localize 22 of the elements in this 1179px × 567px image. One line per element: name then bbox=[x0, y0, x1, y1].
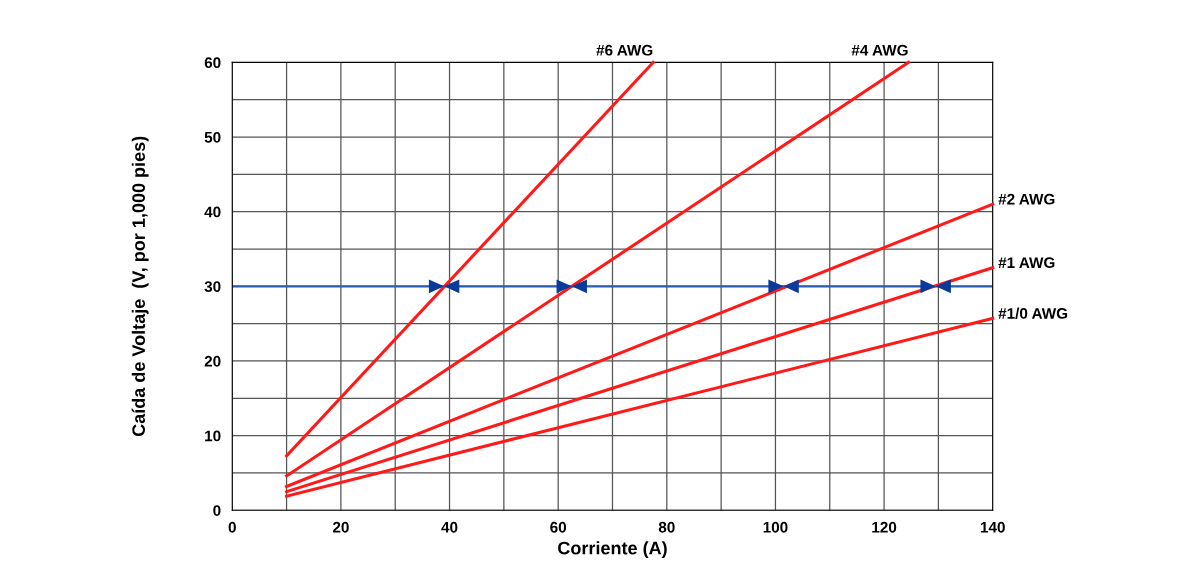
y-tick-label: 0 bbox=[213, 505, 221, 516]
x-tick-label: 120 bbox=[872, 521, 897, 533]
series-label: #1/0 AWG bbox=[998, 307, 1068, 319]
x-tick-label: 100 bbox=[763, 521, 788, 533]
series-label: #6 AWG bbox=[596, 44, 653, 56]
y-tick-label: 30 bbox=[204, 281, 221, 293]
x-axis-title: Corriente (A) bbox=[558, 541, 667, 559]
x-tick-label: 60 bbox=[550, 521, 567, 533]
series-label: #1 AWG bbox=[998, 257, 1055, 269]
y-tick-label: 40 bbox=[204, 206, 221, 218]
y-tick-label: 60 bbox=[204, 57, 221, 69]
x-tick-label: 20 bbox=[332, 521, 349, 533]
x-tick-label: 140 bbox=[980, 521, 1005, 533]
y-axis-title: Caída de Voltaje (V, por 1,000 pies) bbox=[131, 136, 149, 437]
y-tick-label: 10 bbox=[205, 430, 221, 442]
y-tick-label: 20 bbox=[204, 355, 221, 367]
x-tick-label: 80 bbox=[658, 521, 675, 533]
x-tick-label: 0 bbox=[228, 521, 236, 533]
x-tick-label: 40 bbox=[441, 521, 458, 533]
series-label: #4 AWG bbox=[851, 44, 908, 56]
y-tick-label: 50 bbox=[204, 131, 221, 143]
series-label: #2 AWG bbox=[998, 193, 1055, 205]
